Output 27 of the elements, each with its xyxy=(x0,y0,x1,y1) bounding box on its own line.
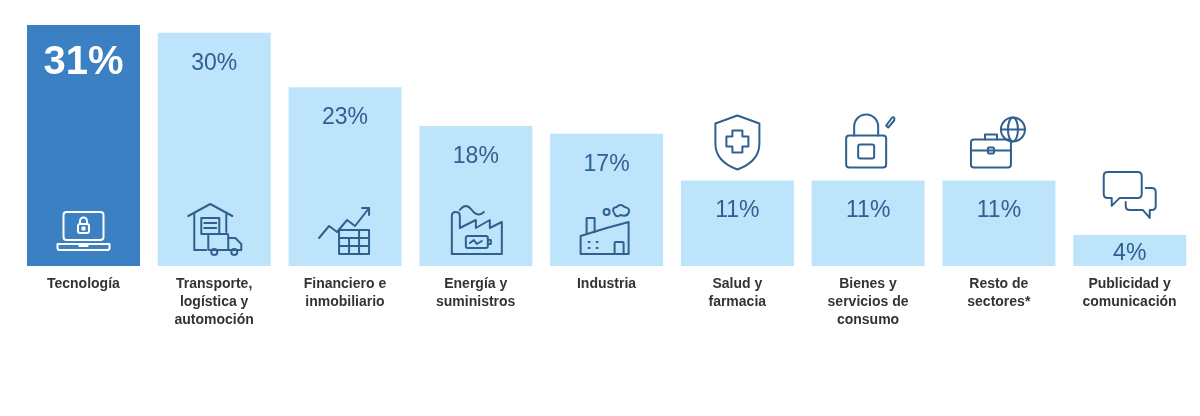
x-tick-label: Tecnología xyxy=(46,275,121,291)
bar xyxy=(550,133,664,266)
x-tick-label: Publicidad y comunicación xyxy=(1082,275,1177,309)
bar xyxy=(680,180,794,266)
bar xyxy=(1073,234,1187,266)
bar xyxy=(288,87,402,266)
data-label: 11% xyxy=(846,196,891,223)
data-label: 4% xyxy=(1113,239,1147,266)
data-label: 11% xyxy=(715,196,760,223)
bar xyxy=(27,25,140,266)
bar xyxy=(157,32,271,266)
bar xyxy=(942,180,1056,266)
data-label: 18% xyxy=(452,142,499,169)
x-tick-label: Transporte, logística y automoción xyxy=(174,275,254,327)
x-tick-label: Financiero e inmobiliario xyxy=(303,275,387,309)
x-tick-label: Bienes y servicios de consumo xyxy=(827,275,909,327)
data-label: 30% xyxy=(191,48,238,75)
bar xyxy=(419,126,533,266)
x-tick-label: Resto de sectores* xyxy=(967,275,1031,309)
x-tick-label: Industria xyxy=(576,275,637,291)
data-label: 11% xyxy=(976,196,1022,223)
data-label: 31% xyxy=(43,38,124,82)
x-tick-label: Salud y farmacia xyxy=(708,275,767,309)
data-label: 17% xyxy=(583,149,630,176)
x-tick-label: Energía y suministros xyxy=(436,275,516,309)
data-label: 23% xyxy=(322,103,369,130)
bar xyxy=(811,180,925,266)
